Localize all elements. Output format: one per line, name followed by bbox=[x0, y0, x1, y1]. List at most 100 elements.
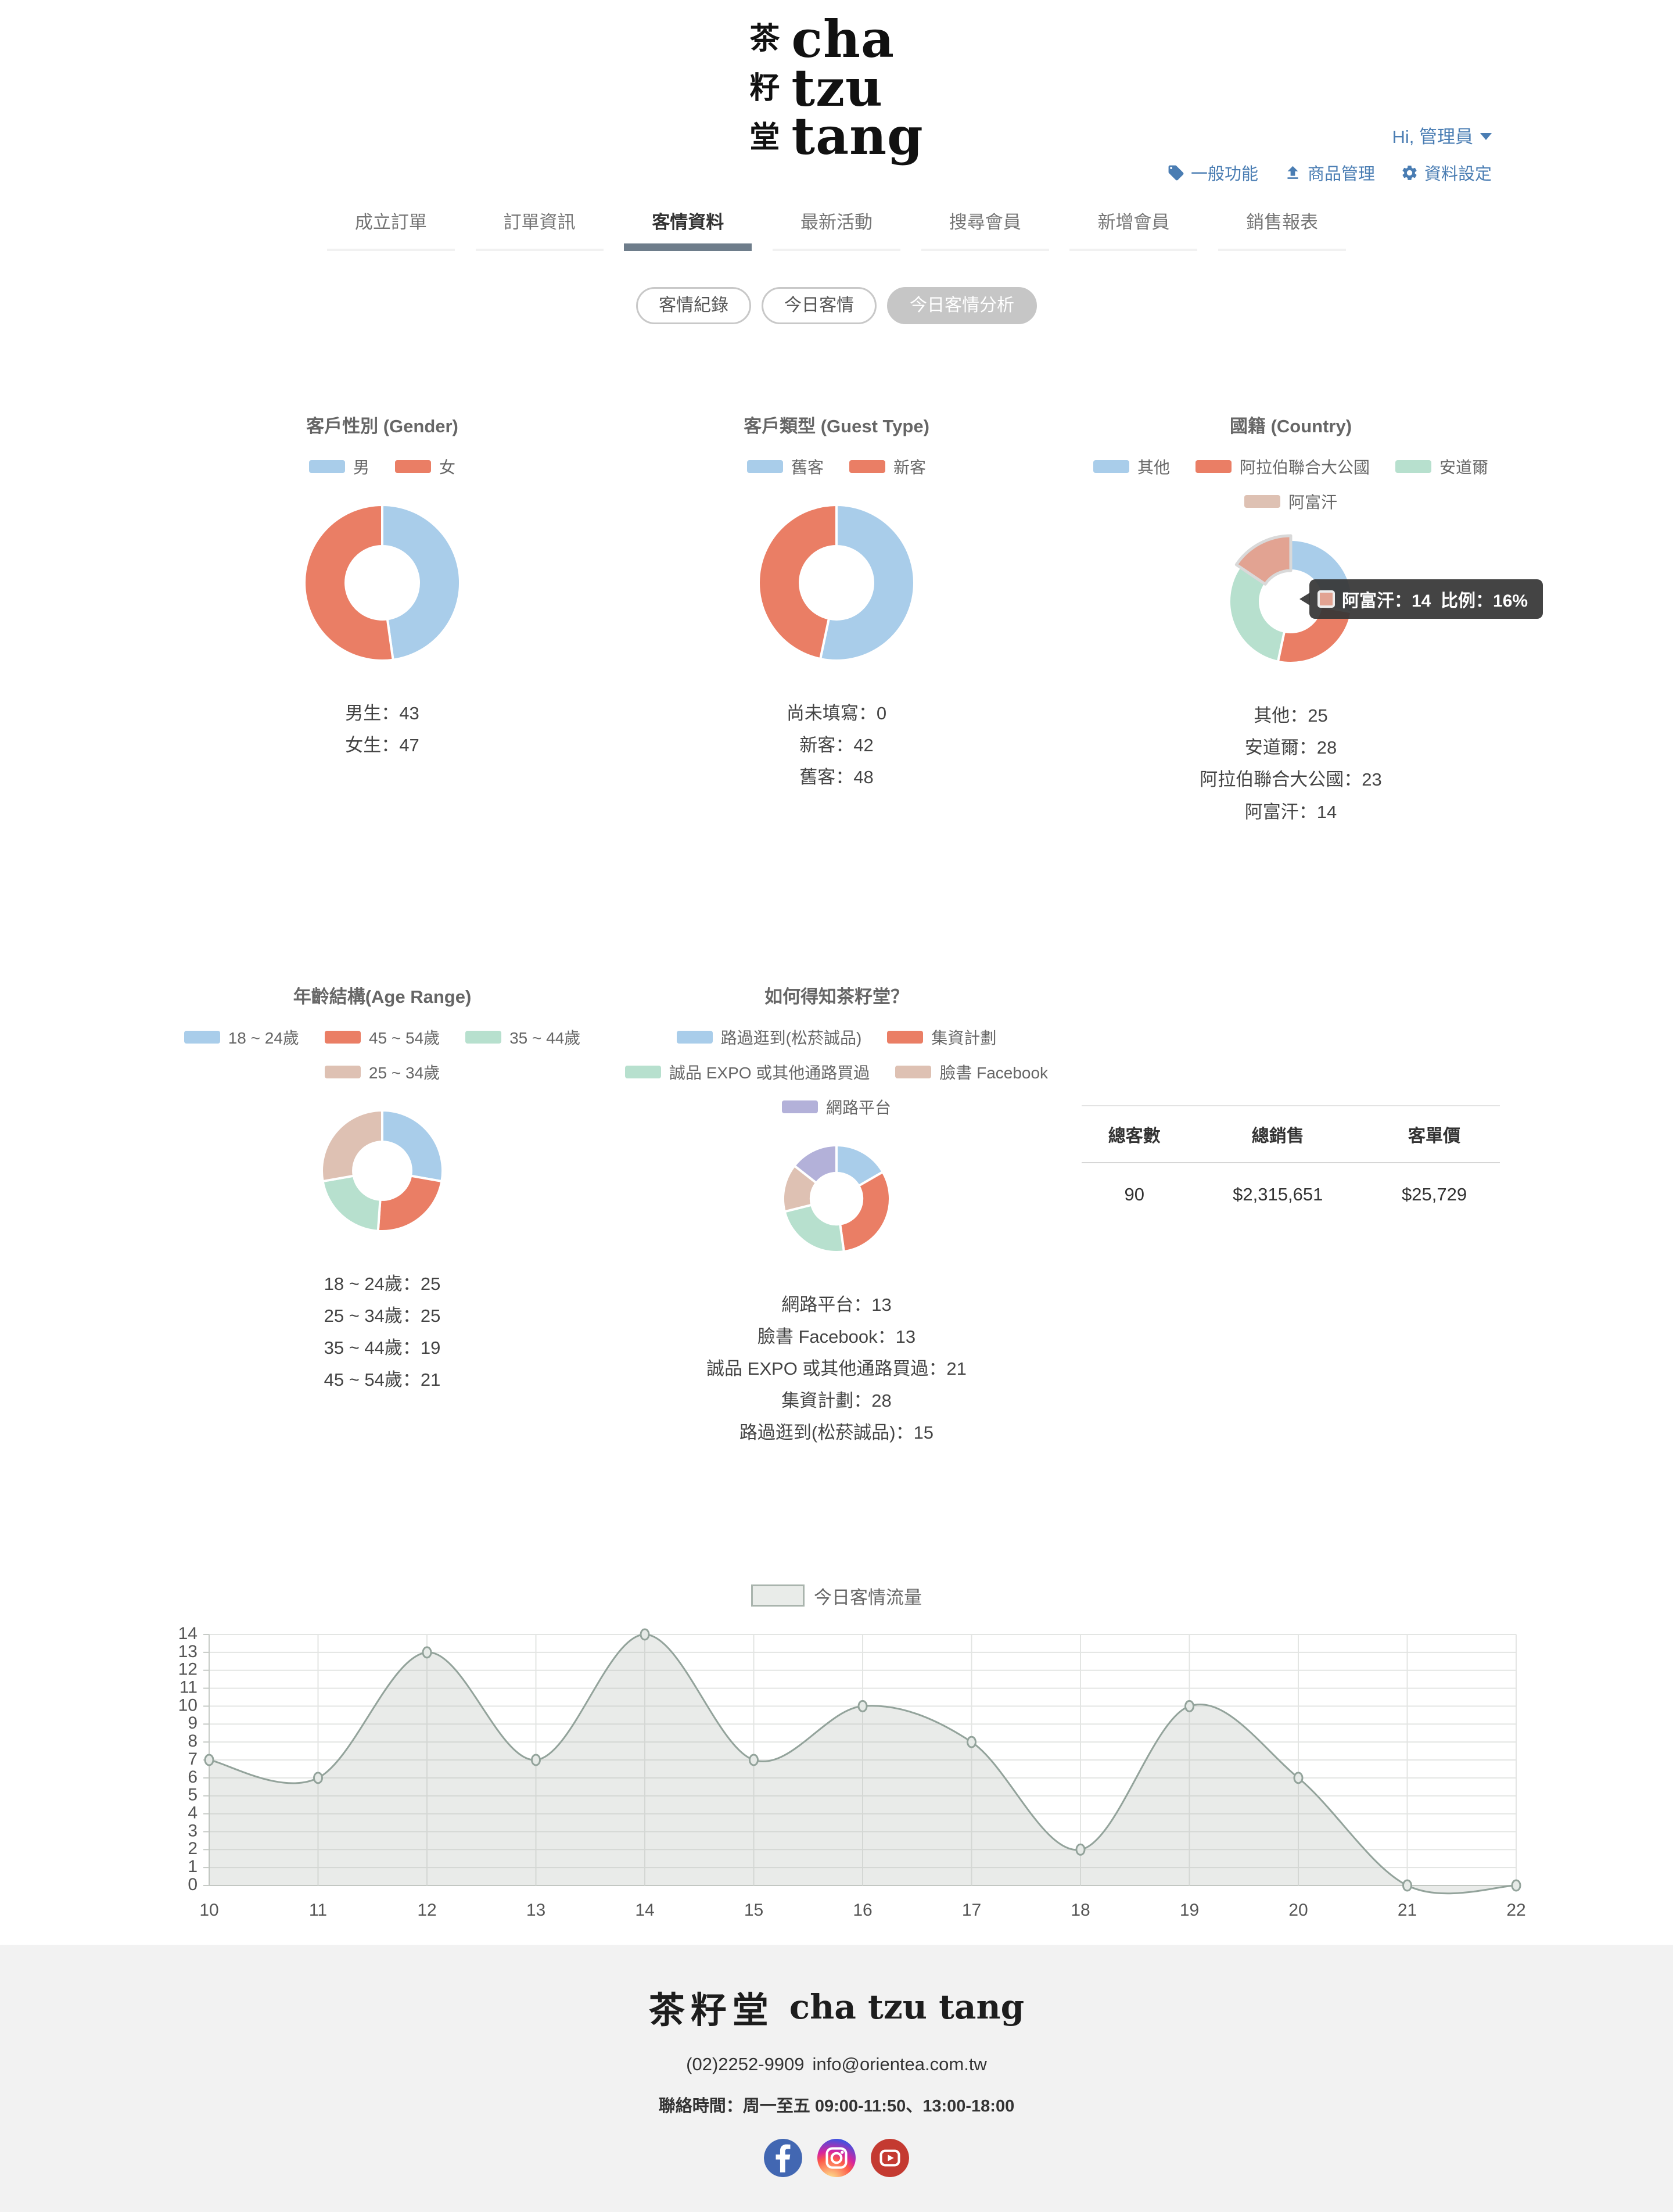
data-point-marker[interactable] bbox=[1402, 1879, 1412, 1892]
traffic-legend[interactable]: 今日客情流量 bbox=[0, 1583, 1673, 1609]
legend-swatch bbox=[465, 1030, 502, 1044]
top-nav: 一般功能 商品管理 資料設定 bbox=[1167, 160, 1492, 185]
chart-title: 客戶性別 (Gender) bbox=[306, 416, 458, 436]
legend-item[interactable]: 阿拉伯聯合大公國 bbox=[1195, 455, 1370, 478]
stats-value-total-guests: 90 bbox=[1124, 1184, 1144, 1204]
svg-text:19: 19 bbox=[1180, 1901, 1199, 1920]
donut-slice[interactable] bbox=[381, 504, 462, 661]
subtab-pill-0[interactable]: 客情紀錄 bbox=[636, 287, 751, 324]
legend-item[interactable]: 35 ~ 44歲 bbox=[465, 1026, 580, 1049]
data-point-marker[interactable] bbox=[1184, 1700, 1194, 1712]
summary-line: 阿拉伯聯合大公國：23 bbox=[1200, 769, 1382, 790]
data-point-marker[interactable] bbox=[1511, 1879, 1521, 1892]
data-point-marker[interactable] bbox=[857, 1700, 868, 1712]
donut-chart-how-know[interactable] bbox=[776, 1138, 897, 1262]
nav-item-products[interactable]: 商品管理 bbox=[1284, 160, 1375, 185]
chart-legend: 其他 阿拉伯聯合大公國 安道爾阿富汗 bbox=[1064, 455, 1518, 513]
donut-slice[interactable] bbox=[1234, 534, 1293, 586]
legend-item[interactable]: 18 ~ 24歲 bbox=[184, 1026, 299, 1049]
youtube-icon[interactable] bbox=[871, 2138, 909, 2177]
donut-slice[interactable] bbox=[303, 504, 394, 662]
legend-item[interactable]: 安道爾 bbox=[1395, 455, 1488, 478]
donut-slice[interactable] bbox=[1276, 605, 1353, 664]
page: 茶 籽 堂 cha tzu tang Hi, 管理員 一般功能 商品管理 bbox=[0, 0, 1673, 2156]
legend-label: 阿拉伯聯合大公國 bbox=[1239, 458, 1370, 476]
instagram-icon[interactable] bbox=[817, 2138, 856, 2177]
legend-label: 舊客 bbox=[791, 458, 824, 476]
subtab-pill-2[interactable]: 今日客情分析 bbox=[887, 287, 1037, 324]
data-point-marker[interactable] bbox=[640, 1628, 650, 1641]
main-tab-3[interactable]: 最新活動 bbox=[762, 207, 911, 251]
chart-summary: 18 ~ 24歲：25 25 ~ 34歲：25 35 ~ 44歲：19 45 ~ 54… bbox=[324, 1268, 441, 1396]
donut-slice[interactable] bbox=[321, 1174, 382, 1232]
donut-slice[interactable] bbox=[376, 1174, 443, 1232]
donut-slice[interactable] bbox=[793, 1143, 838, 1184]
legend-item[interactable]: 集資計劃 bbox=[887, 1026, 996, 1049]
subtab-pill-1[interactable]: 今日客情 bbox=[762, 287, 877, 324]
tab-underline bbox=[921, 249, 1049, 251]
legend-swatch bbox=[1093, 460, 1129, 473]
svg-text:15: 15 bbox=[744, 1901, 763, 1920]
data-point-marker[interactable] bbox=[1075, 1843, 1086, 1856]
legend-item[interactable]: 女 bbox=[395, 455, 455, 478]
legend-item[interactable]: 新客 bbox=[849, 455, 926, 478]
brand-logo-zh: 茶 籽 堂 bbox=[749, 15, 780, 163]
data-point-marker[interactable] bbox=[422, 1645, 432, 1658]
facebook-icon[interactable] bbox=[764, 2138, 802, 2177]
summary-line: 安道爾：28 bbox=[1244, 737, 1337, 758]
legend-item[interactable]: 路過逛到(松菸誠品) bbox=[676, 1026, 861, 1049]
donut-svg bbox=[781, 1143, 891, 1253]
nav-item-general[interactable]: 一般功能 bbox=[1167, 160, 1258, 185]
legend-item[interactable]: 45 ~ 54歲 bbox=[324, 1026, 440, 1049]
tab-underline bbox=[1218, 249, 1347, 251]
donut-chart-country[interactable]: 阿富汗：14 比例：16% bbox=[1222, 533, 1543, 673]
footer-logo-zh: 茶籽堂 bbox=[648, 1991, 774, 2031]
donut-slice[interactable] bbox=[1228, 565, 1286, 663]
donut-slice[interactable] bbox=[381, 1109, 444, 1182]
user-menu[interactable]: Hi, 管理員 bbox=[1392, 122, 1492, 148]
nav-item-settings[interactable]: 資料設定 bbox=[1401, 160, 1492, 185]
legend-swatch bbox=[624, 1065, 661, 1078]
main-tab-0[interactable]: 成立訂單 bbox=[317, 207, 465, 251]
footer-email[interactable]: info@orientea.com.tw bbox=[812, 2053, 987, 2074]
legend-item[interactable]: 阿富汗 bbox=[1244, 490, 1337, 513]
donut-chart-gender[interactable] bbox=[297, 498, 467, 671]
main-tab-2[interactable]: 客情資料 bbox=[613, 207, 762, 251]
legend-swatch bbox=[849, 460, 885, 473]
legend-item[interactable]: 其他 bbox=[1093, 455, 1170, 478]
donut-chart-age-range[interactable] bbox=[315, 1103, 450, 1241]
footer-hours: 聯絡時間：周一至五 09:00-11:50、13:00-18:00 bbox=[658, 2096, 1015, 2116]
legend-label: 集資計劃 bbox=[931, 1028, 997, 1047]
donut-slice[interactable] bbox=[321, 1109, 383, 1182]
data-point-marker[interactable] bbox=[313, 1771, 323, 1784]
legend-item[interactable]: 網路平台 bbox=[781, 1095, 891, 1118]
traffic-area-chart[interactable]: 0 1 2 3 4 5 6 7 8 9 10 11 12 13 14 10 11 12 13 14 15 16 17 18 19… bbox=[0, 1614, 1673, 1945]
tab-label: 最新活動 bbox=[800, 212, 873, 232]
chart-card-age-range: 年齡結構(Age Range) 18 ~ 24歲 45 ~ 54歲 35 ~ 44歲… bbox=[155, 982, 609, 1396]
donut-slice[interactable] bbox=[757, 504, 838, 661]
donut-chart-guest-type[interactable] bbox=[752, 498, 921, 671]
data-point-marker[interactable] bbox=[749, 1754, 759, 1766]
donut-slice[interactable] bbox=[783, 1203, 845, 1253]
donut-slice[interactable] bbox=[819, 504, 916, 662]
main-tab-6[interactable]: 銷售報表 bbox=[1208, 207, 1356, 251]
legend-item[interactable]: 臉書 Facebook bbox=[895, 1060, 1048, 1084]
donut-slice[interactable] bbox=[839, 1170, 891, 1253]
data-point-marker[interactable] bbox=[1293, 1771, 1304, 1784]
legend-item[interactable]: 25 ~ 34歲 bbox=[324, 1060, 440, 1084]
legend-item[interactable]: 舊客 bbox=[746, 455, 824, 478]
main-tab-4[interactable]: 搜尋會員 bbox=[911, 207, 1060, 251]
legend-item[interactable]: 誠品 EXPO 或其他通路買過 bbox=[624, 1060, 870, 1084]
data-point-marker[interactable] bbox=[204, 1754, 214, 1766]
main-tab-1[interactable]: 訂單資訊 bbox=[465, 207, 614, 251]
legend-label: 25 ~ 34歲 bbox=[368, 1063, 440, 1082]
svg-text:13: 13 bbox=[178, 1641, 198, 1661]
data-point-marker[interactable] bbox=[531, 1754, 541, 1766]
chart-legend: 男女 bbox=[308, 455, 455, 478]
main-tab-5[interactable]: 新增會員 bbox=[1060, 207, 1208, 251]
legend-item[interactable]: 男 bbox=[308, 455, 369, 478]
legend-swatch bbox=[184, 1030, 220, 1044]
data-point-marker[interactable] bbox=[967, 1736, 976, 1748]
logo-char: 茶 bbox=[749, 23, 780, 56]
footer-phone[interactable]: (02)2252-9909 bbox=[686, 2053, 805, 2074]
